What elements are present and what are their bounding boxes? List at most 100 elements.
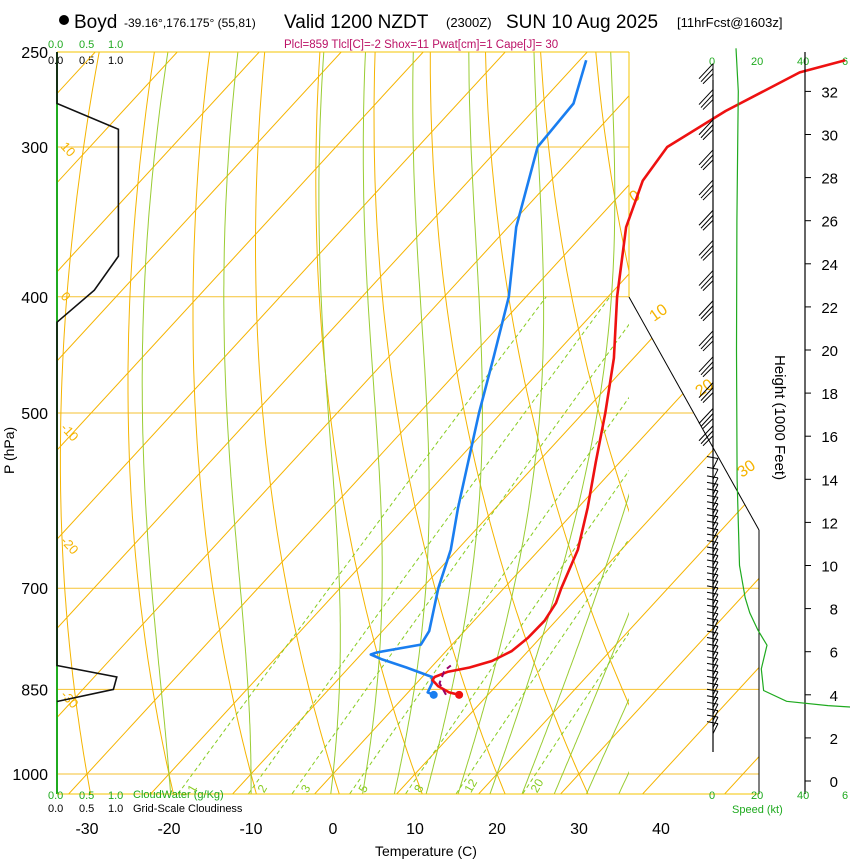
wind-barb-staff	[712, 600, 719, 611]
wind-barb	[706, 714, 719, 728]
mixing-ratio-20	[521, 632, 629, 794]
wind-barb-flag	[700, 94, 714, 108]
wind-barb-flag	[702, 366, 714, 378]
wind-barb-flag	[706, 501, 719, 505]
cloud-scale-bottom-0: 0.0	[48, 803, 63, 815]
wind-barb-staff	[712, 548, 719, 560]
wind-barb-flag	[706, 662, 719, 666]
wind-barb-flag	[700, 184, 714, 199]
wind-barb-flag	[702, 159, 714, 171]
mixing-ratio-8	[404, 469, 629, 794]
wind-barb-staff	[712, 529, 719, 540]
wind-barb	[706, 682, 719, 696]
speed-axis-label: Speed (kt)	[732, 804, 783, 816]
pressure-tick-850: 850	[21, 682, 48, 699]
wind-barb-staff	[712, 703, 719, 715]
height-tick-16: 16	[821, 429, 838, 446]
wind-barb-flag	[706, 475, 719, 479]
wind-barb-staff	[712, 587, 719, 599]
wind-barb-staff	[712, 510, 719, 521]
wind-barb-flag	[706, 649, 719, 653]
isotherm-label-10: 10	[58, 139, 79, 160]
wind-barb-staff	[712, 477, 719, 489]
wind-barb-flag	[706, 611, 719, 615]
wind-barb-staff	[712, 697, 719, 708]
wind-barb-flag	[706, 682, 719, 686]
mixing-ratio-1	[177, 296, 547, 794]
wind-barb-staff	[712, 535, 719, 547]
pressure-tick-300: 300	[21, 140, 48, 157]
height-tick-20: 20	[821, 343, 838, 360]
wind-barb-flag	[706, 591, 719, 595]
moist-adiabat-4	[362, 52, 383, 794]
wind-barb-flag	[706, 481, 719, 485]
wind-barb-staff	[712, 639, 719, 650]
wind-barb-flag	[706, 466, 719, 470]
pressure-tick-400: 400	[21, 290, 48, 307]
wind-barb	[706, 514, 719, 527]
wind-barb-flag	[702, 418, 714, 429]
forecast-info: [11hrFcst@1603z]	[677, 15, 782, 30]
wind-barb-flag	[706, 630, 719, 634]
wind-barb	[698, 300, 714, 333]
wind-barb-staff	[712, 710, 719, 721]
cloud-scale-top-2: 1.0	[108, 55, 123, 67]
wind-barb-staff	[712, 626, 719, 637]
wind-barb-flag	[700, 430, 714, 445]
wind-barb-flag	[698, 149, 714, 166]
wind-barb-flag	[702, 219, 714, 231]
height-tick-26: 26	[821, 214, 838, 231]
station-marker-icon	[59, 15, 69, 25]
dewpoint-line	[369, 59, 588, 697]
wind-barb	[706, 546, 719, 560]
cloudwater-bottom-1: 0.5	[79, 790, 94, 802]
temperature-tick--30: -30	[75, 821, 98, 838]
wind-barb-flag	[706, 701, 719, 705]
wind-barb-flag	[706, 488, 719, 492]
height-tick-32: 32	[821, 84, 838, 101]
wind-barb-flag	[698, 300, 714, 317]
wind-barb-flag	[698, 209, 714, 226]
wind-barb-staff	[712, 723, 719, 734]
wind-barb-staff	[712, 490, 719, 502]
wind-barb-flag	[698, 330, 714, 347]
dry-adiabat-100	[812, 31, 850, 800]
wind-barb-staff	[712, 542, 719, 553]
height-tick-12: 12	[821, 515, 838, 532]
wind-barb-flag	[700, 361, 714, 376]
isotherm-label--10: -10	[58, 420, 82, 444]
wind-barb	[706, 585, 719, 599]
wind-barb	[698, 63, 714, 96]
height-tick-10: 10	[821, 559, 838, 576]
wind-barb	[706, 507, 719, 521]
wind-barb-flag	[706, 624, 719, 628]
wind-barb	[698, 330, 714, 363]
wind-barb-staff	[712, 522, 719, 534]
height-tick-2: 2	[830, 731, 838, 748]
pressure-tick-500: 500	[21, 406, 48, 423]
cloudwater-top-1: 0.5	[79, 39, 94, 51]
wind-barb	[706, 656, 719, 670]
wind-barb-flag	[700, 124, 714, 139]
isotherm--40	[57, 52, 690, 794]
mixing-ratio-label-5: 5	[355, 782, 371, 795]
isotherm-label--20: -20	[58, 533, 82, 557]
temperature-tick-20: 20	[488, 821, 506, 838]
cloudwater-top-2: 1.0	[108, 39, 123, 51]
pressure-tick-250: 250	[21, 45, 48, 62]
pressure-tick-labels: 250 300 400 500 700 850 1000	[12, 45, 48, 784]
isotherm--10	[227, 52, 759, 794]
moist-adiabat--10	[223, 52, 252, 794]
speed-top-6: 6	[842, 56, 848, 68]
isotherm--30	[63, 52, 759, 794]
wind-barb	[706, 494, 719, 508]
wind-barb-flag	[702, 189, 714, 201]
mixing-ratio-label-2: 2	[255, 782, 271, 795]
wind-barb-flag	[700, 68, 714, 83]
height-tick-28: 28	[821, 171, 838, 188]
wind-barb	[706, 695, 719, 708]
moist-adiabat--20	[141, 52, 172, 794]
wind-barb-staff	[712, 497, 719, 508]
